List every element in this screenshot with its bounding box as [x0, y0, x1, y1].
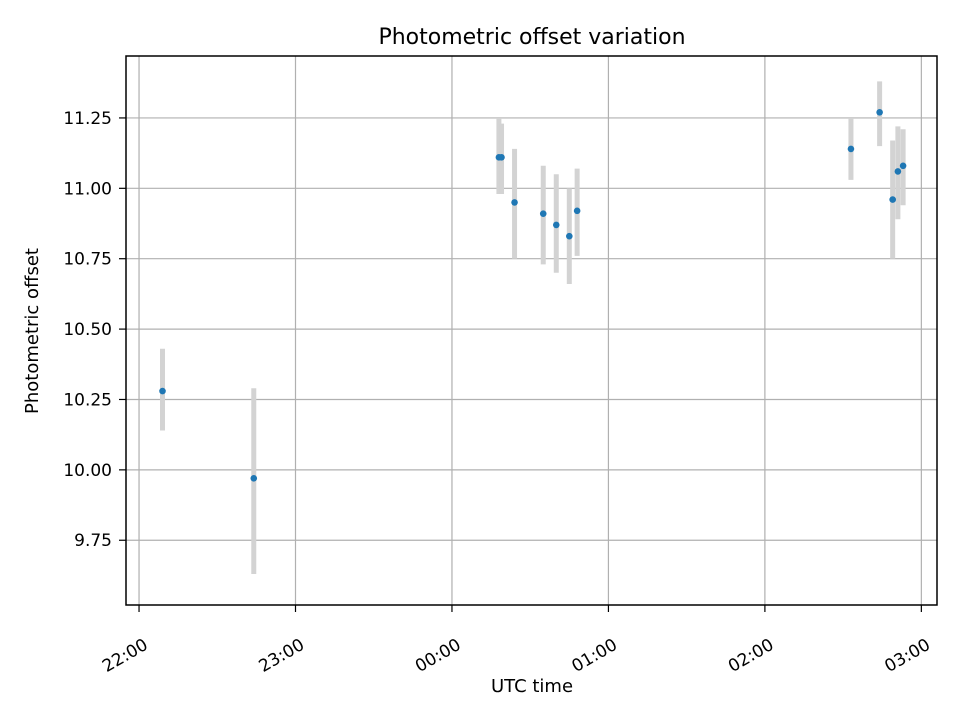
- data-point: [498, 154, 505, 161]
- data-point: [552, 221, 560, 229]
- data-point: [159, 387, 166, 395]
- data-point: [876, 109, 883, 116]
- data-point: [566, 232, 573, 240]
- y-tick-label: 10.50: [63, 320, 112, 340]
- y-tick-label: 11.25: [63, 109, 112, 129]
- data-point: [511, 199, 518, 206]
- y-tick-label: 9.75: [74, 531, 112, 551]
- y-tick-label: 10.75: [63, 250, 112, 270]
- y-tick-label: 10.00: [63, 461, 112, 481]
- data-point: [847, 145, 855, 153]
- data-point: [894, 168, 902, 175]
- data-point: [250, 475, 258, 482]
- y-tick-label: 10.25: [63, 390, 112, 410]
- data-point: [573, 207, 581, 215]
- plot-frame: [125, 55, 938, 606]
- y-axis-label: Photometric offset: [22, 248, 43, 414]
- x-axis-label: UTC time: [491, 676, 573, 697]
- chart-title: Photometric offset variation: [378, 25, 685, 50]
- y-tick-layer: 9.75 10.00 10.25 10.50 10.75 11.00 11.25: [63, 109, 126, 551]
- data-point: [539, 210, 547, 217]
- data-point: [889, 196, 896, 203]
- data-point: [899, 162, 907, 170]
- marker-layer: [159, 109, 907, 482]
- y-tick-label: 11.00: [63, 179, 112, 199]
- grid-layer: [126, 56, 937, 605]
